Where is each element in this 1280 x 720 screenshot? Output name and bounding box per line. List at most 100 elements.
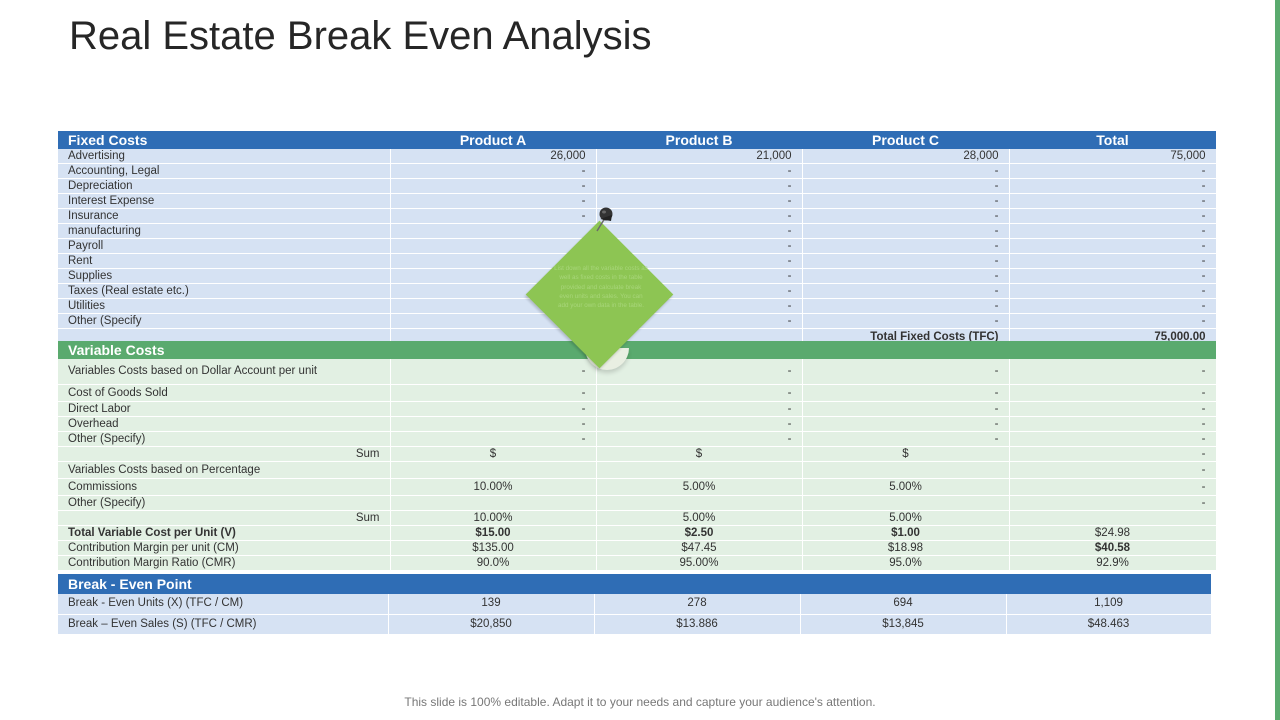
row-label: Other (Specify) — [58, 431, 391, 447]
header-product-b: Product B — [596, 131, 802, 149]
cell-a: - — [390, 359, 597, 385]
cell-b: 21,000 — [596, 149, 803, 164]
table-row: Cost of Goods Sold - - - - — [58, 384, 1217, 402]
cell-total: 1,109 — [1006, 594, 1212, 615]
cell-c: 694 — [800, 594, 1007, 615]
table-row: Accounting, Legal - - - - — [58, 163, 1217, 179]
row-label: Rent — [58, 253, 391, 269]
cell-a — [390, 223, 597, 239]
accent-bar — [1275, 0, 1280, 720]
cell-a: - — [390, 208, 597, 224]
header-break-even: Break - Even Point — [58, 574, 1212, 594]
empty-cell — [1009, 510, 1217, 526]
cell-total: - — [1009, 416, 1217, 432]
row-label: Direct Labor — [58, 401, 391, 417]
cell-c: - — [802, 431, 1010, 447]
cell-a: - — [390, 193, 597, 209]
fixed-costs-table: Fixed Costs Product A Product B Product … — [58, 131, 1217, 346]
cell-a: - — [390, 401, 597, 417]
cell-c: $1.00 — [802, 525, 1010, 541]
cell-total: - — [1009, 163, 1217, 179]
cell-b: - — [596, 253, 803, 269]
cell-b: 95.00% — [596, 555, 803, 571]
cell-total: - — [1009, 431, 1217, 447]
cell-total: - — [1009, 298, 1217, 314]
cell-a: $20,850 — [388, 614, 595, 635]
cell-a: 90.0% — [390, 555, 597, 571]
cell-a: $ — [390, 446, 597, 462]
cell-c: - — [802, 223, 1010, 239]
row-label: Variables Costs based on Percentage — [58, 461, 391, 479]
break-even-units-row: Break - Even Units (X) (TFC / CM) 139 278 6… — [58, 594, 1212, 615]
sum-row: Sum $ $ $ - — [58, 446, 1217, 462]
table-row: Overhead - - - - — [58, 416, 1217, 432]
cell-total: - — [1009, 178, 1217, 194]
empty-cell — [596, 461, 803, 479]
table-row: Supplies - - - — [58, 268, 1217, 284]
break-even-sales-row: Break – Even Sales (S) (TFC / CMR) $20,85… — [58, 614, 1212, 635]
table-row: Direct Labor - - - - — [58, 401, 1217, 417]
table-row: Rent - - - — [58, 253, 1217, 269]
total-variable-cost-row: Total Variable Cost per Unit (V) $15.00 $2… — [58, 525, 1217, 541]
cell-c: 95.0% — [802, 555, 1010, 571]
cell-c: - — [802, 384, 1010, 402]
row-label: Insurance — [58, 208, 391, 224]
commissions-row: Commissions 10.00% 5.00% 5.00% - — [58, 478, 1217, 496]
cell-c: - — [802, 416, 1010, 432]
cell-total: - — [1009, 238, 1217, 254]
cell-total: - — [1009, 461, 1217, 479]
cell-a: 26,000 — [390, 149, 597, 164]
cell-c: - — [802, 313, 1010, 329]
header-variable-costs: Variable Costs — [58, 341, 1217, 359]
cell-c: - — [802, 193, 1010, 209]
cell-b: - — [596, 178, 803, 194]
cell-total: - — [1009, 268, 1217, 284]
row-label: Other (Specify — [58, 313, 391, 329]
row-label: Break - Even Units (X) (TFC / CM) — [58, 594, 389, 615]
row-label: Cost of Goods Sold — [58, 384, 391, 402]
cell-b: - — [596, 208, 803, 224]
empty-cell — [390, 495, 597, 511]
header-product-a: Product A — [390, 131, 596, 149]
contribution-margin-ratio-row: Contribution Margin Ratio (CMR) 90.0% 95.0… — [58, 555, 1217, 571]
cell-c: - — [802, 298, 1010, 314]
table-row: Payroll - - - — [58, 238, 1217, 254]
fixed-costs-header: Fixed Costs Product A Product B Product … — [58, 131, 1216, 149]
cell-c: 5.00% — [802, 478, 1010, 496]
row-label: Utilities — [58, 298, 391, 314]
cell-total: - — [1009, 384, 1217, 402]
table-row: manufacturing - - - — [58, 223, 1217, 239]
cell-total: - — [1009, 253, 1217, 269]
cell-total: - — [1009, 401, 1217, 417]
sticky-note: List down all the variable costs as well… — [525, 220, 674, 370]
cell-c: - — [802, 283, 1010, 299]
row-label: Interest Expense — [58, 193, 391, 209]
cell-c: - — [802, 178, 1010, 194]
empty-cell — [596, 495, 803, 511]
cell-total: - — [1009, 495, 1217, 511]
cell-c: 5.00% — [802, 510, 1010, 526]
row-label: Commissions — [58, 478, 391, 496]
variable-costs-header: Variable Costs — [58, 341, 1217, 359]
cell-a: 10.00% — [390, 510, 597, 526]
header-product-c: Product C — [802, 131, 1009, 149]
cell-a: 139 — [388, 594, 595, 615]
cell-a: $135.00 — [390, 540, 597, 556]
page-title: Real Estate Break Even Analysis — [69, 14, 652, 58]
cell-c: - — [802, 238, 1010, 254]
cell-c: - — [802, 253, 1010, 269]
cell-b: - — [596, 163, 803, 179]
row-label: Payroll — [58, 238, 391, 254]
cell-a: - — [390, 178, 597, 194]
header-total: Total — [1009, 131, 1216, 149]
footer-note: This slide is 100% editable. Adapt it to… — [404, 695, 876, 709]
contribution-margin-row: Contribution Margin per unit (CM) $135.00… — [58, 540, 1217, 556]
table-row: Other (Specify) - - - - — [58, 431, 1217, 447]
cell-a: 10.00% — [390, 478, 597, 496]
cell-c: - — [802, 268, 1010, 284]
cell-a: $15.00 — [390, 525, 597, 541]
table-row: Interest Expense - - - - — [58, 193, 1217, 209]
sum-label: Sum — [58, 510, 391, 526]
cell-c: 28,000 — [802, 149, 1010, 164]
cell-total: - — [1009, 478, 1217, 496]
